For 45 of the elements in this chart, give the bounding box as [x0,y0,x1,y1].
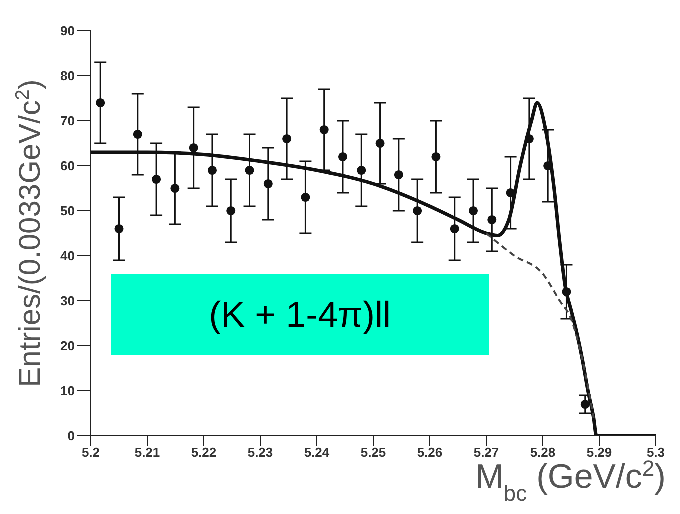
point [468,206,478,216]
point [413,206,422,216]
point [301,192,310,202]
point [394,170,404,180]
y-tick-label: 20 [60,338,75,354]
point [189,143,198,153]
x-tick-label: 5.22 [191,445,217,460]
y-tick-label: 50 [60,204,75,219]
point [133,130,142,140]
point [245,166,254,176]
point [450,224,460,234]
label-box: (K + 1-4π)ll [110,274,490,355]
x-tick-label: 5.25 [360,445,386,460]
point [320,125,329,135]
x-tick-label: 5.24 [304,445,330,460]
point [432,152,441,162]
point [96,98,106,108]
y-tick-label: 40 [60,248,75,264]
point [376,138,385,148]
y-tick-label: 30 [60,294,75,309]
point [170,184,180,194]
x-tick-label: 5.21 [134,445,160,460]
point [264,179,273,189]
y-tick-label: 60 [60,158,75,174]
point [152,174,162,184]
y-tick-label: 10 [60,384,75,399]
point [580,400,590,410]
point [338,152,348,162]
y-tick-label: 90 [60,24,75,39]
point [488,215,497,225]
point [282,134,292,144]
point [357,166,366,176]
y-tick-label: 80 [60,68,75,84]
y-tick-label: 0 [68,428,75,444]
x-tick-label: 5.26 [417,445,443,460]
point [208,166,217,176]
point [226,206,236,216]
line-series [486,232,595,419]
x-tick-label: 5.23 [248,445,274,460]
x-tick-label: 5.2 [82,445,100,460]
y-tick-label: 70 [60,114,75,129]
point [562,287,572,297]
point [114,224,124,234]
point [524,134,534,144]
point [506,188,516,198]
